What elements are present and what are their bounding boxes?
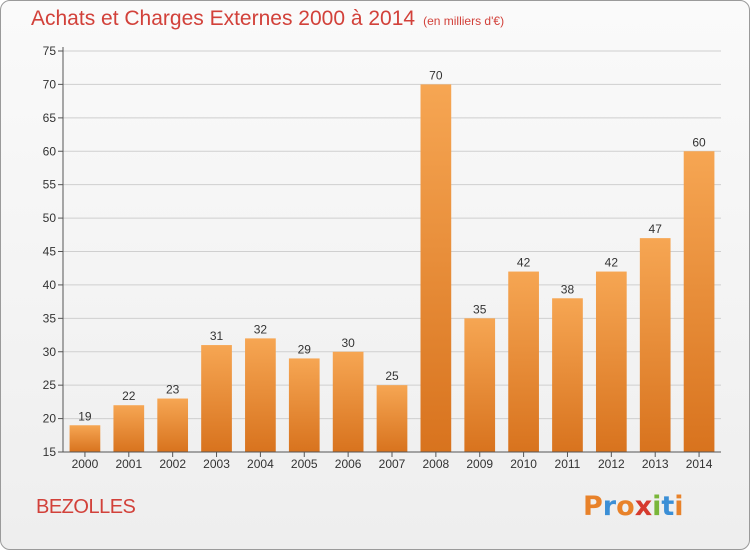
bar-2008[interactable] [420,84,452,453]
chart-subtitle: (en milliers d'€) [423,14,505,28]
x-tick-label: 2003 [203,457,230,471]
x-tick-label: 2014 [686,457,713,471]
bar-2014[interactable] [683,151,715,452]
y-tick-label: 40 [43,278,57,292]
y-tick-label: 20 [43,412,57,426]
value-label: 30 [341,336,355,350]
y-tick-label: 25 [43,378,57,392]
bar-2003[interactable] [201,345,232,452]
y-tick-label: 65 [43,111,57,125]
bar-2013[interactable] [639,238,671,452]
bar-2001[interactable] [113,405,145,452]
value-label: 31 [210,329,224,343]
x-tick-label: 2010 [510,457,537,471]
x-tick-label: 2011 [555,457,581,471]
bar-2005[interactable] [288,358,320,452]
value-label: 25 [385,369,399,383]
x-tick-label: 2006 [335,457,362,471]
value-label: 47 [649,222,663,236]
value-label: 35 [473,302,487,316]
y-tick-label: 30 [43,345,57,359]
bars [69,84,715,453]
value-label: 23 [166,383,180,397]
y-tick-label: 55 [43,178,57,192]
bar-2009[interactable] [464,318,496,452]
value-label: 70 [429,68,443,82]
x-tick-label: 2008 [423,457,450,471]
value-label: 42 [605,256,619,270]
bar-2012[interactable] [595,271,627,452]
value-label: 19 [78,409,92,423]
y-tick-label: 60 [43,144,57,158]
bar-2000[interactable] [69,425,101,452]
x-tick-label: 2002 [159,457,186,471]
x-tick-label: 2001 [115,457,142,471]
value-label: 60 [692,135,706,149]
value-label: 38 [561,282,575,296]
value-label: 32 [254,322,268,336]
y-tick-label: 35 [43,311,57,325]
bar-2004[interactable] [245,338,276,452]
x-tick-label: 2012 [598,457,625,471]
bar-2002[interactable] [157,398,189,452]
logo-letter: P [583,491,603,522]
logo-letter: i [652,491,662,522]
data-labels: 19 22 23 31 32 29 30 25 70 35 42 38 42 47 60 [78,68,706,423]
logo-letter: x [634,491,653,522]
x-tick-label: 2004 [247,457,274,471]
x-tick-label: 2005 [291,457,318,471]
x-tick-label: 2000 [72,457,99,471]
value-label: 22 [122,389,136,403]
logo-letter: t [661,491,675,522]
y-tick-label: 70 [43,77,57,91]
x-tick-label: 2009 [466,457,493,471]
value-label: 29 [298,342,312,356]
logo-letter: i [674,491,684,522]
y-tick-label: 75 [43,44,57,58]
axes: 15 20 25 30 35 40 45 50 55 60 65 70 75 2000 2001 2002 20… [43,44,721,471]
y-tick-label: 50 [43,211,57,225]
value-label: 42 [517,256,531,270]
chart-header: Achats et Charges Externes 2000 à 2014 (e… [31,7,504,31]
y-tick-label: 45 [43,245,57,259]
bar-2010[interactable] [508,271,539,452]
chart-title: Achats et Charges Externes 2000 à 2014 [31,7,416,30]
logo-letter: o [616,491,635,522]
x-tick-label: 2007 [379,457,406,471]
bar-2011[interactable] [552,298,583,452]
bar-2007[interactable] [376,385,408,452]
proxiti-logo[interactable]: Proxiti [583,491,684,522]
bar-2006[interactable] [332,351,364,452]
commune-name: BEZOLLES [36,496,136,518]
logo-letter: r [602,491,617,522]
y-tick-label: 15 [43,445,57,459]
x-tick-label: 2013 [642,457,669,471]
